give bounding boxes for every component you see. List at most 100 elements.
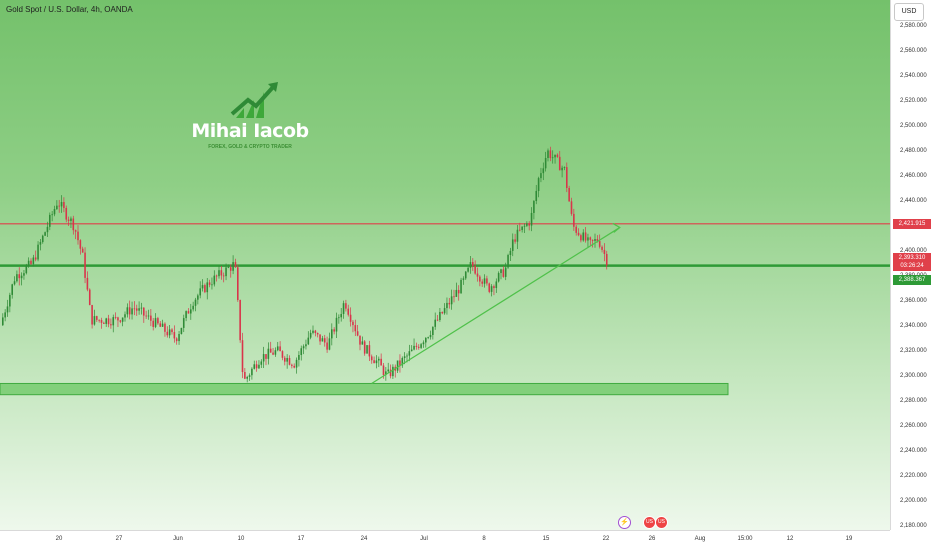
candle-body bbox=[227, 267, 230, 269]
candle-body bbox=[368, 345, 371, 357]
candle-body bbox=[323, 338, 326, 343]
candle-body bbox=[164, 323, 166, 332]
candle-body bbox=[342, 303, 345, 314]
candle-body bbox=[13, 281, 16, 285]
price-tick-label: 2,280.000 bbox=[900, 397, 927, 404]
candle-body bbox=[319, 334, 321, 342]
candle-body bbox=[39, 242, 42, 245]
candle-body bbox=[107, 318, 110, 325]
price-tick-label: 2,540.000 bbox=[900, 73, 927, 80]
candle-body bbox=[37, 244, 39, 260]
candle-body bbox=[168, 329, 171, 336]
candle-body bbox=[88, 289, 91, 306]
candle-body bbox=[509, 250, 512, 255]
candle-body bbox=[213, 275, 216, 285]
candle-body bbox=[413, 345, 415, 350]
candle-body bbox=[175, 338, 178, 342]
resistance-price-tag: 2,421.915 bbox=[893, 218, 931, 229]
candle-body bbox=[206, 282, 209, 293]
candle-body bbox=[16, 274, 18, 282]
candle-body bbox=[314, 330, 317, 333]
price-tick-label: 2,560.000 bbox=[900, 48, 927, 55]
candle-body bbox=[514, 239, 516, 242]
candle-body bbox=[537, 178, 540, 191]
candle-body bbox=[448, 302, 451, 305]
us-flag-event-icon[interactable]: US bbox=[655, 516, 668, 529]
currency-button[interactable]: USD bbox=[894, 3, 924, 21]
candle-body bbox=[49, 214, 51, 227]
candle-body bbox=[103, 322, 105, 324]
candle-body bbox=[131, 308, 133, 315]
watermark-logo: Mihai Iacob FOREX, GOLD & CRYPTO TRADER bbox=[190, 80, 320, 160]
candle-body bbox=[359, 335, 361, 345]
price-tick-label: 2,500.000 bbox=[900, 123, 927, 130]
candle-body bbox=[51, 214, 53, 216]
candle-body bbox=[594, 239, 596, 241]
bar-chart-arrow-icon bbox=[230, 82, 278, 118]
candle-body bbox=[507, 254, 509, 268]
candle-body bbox=[598, 241, 601, 247]
candle-body bbox=[201, 285, 204, 289]
candle-body bbox=[349, 314, 352, 322]
candle-body bbox=[300, 348, 303, 355]
price-tick-label: 2,480.000 bbox=[900, 148, 927, 155]
candle-body bbox=[366, 345, 368, 354]
candle-body bbox=[281, 351, 284, 358]
candle-body bbox=[352, 321, 354, 326]
candle-body bbox=[316, 332, 319, 335]
price-tick-label: 2,520.000 bbox=[900, 98, 927, 105]
time-tick-label: Jun bbox=[173, 536, 183, 542]
price-tick-label: 2,180.000 bbox=[900, 522, 927, 529]
candle-body bbox=[462, 278, 465, 280]
candle-body bbox=[241, 340, 244, 373]
candle-body bbox=[239, 299, 241, 341]
candle-body bbox=[387, 369, 389, 372]
candle-body bbox=[128, 307, 131, 315]
time-tick-label: 10 bbox=[237, 536, 245, 542]
time-scale[interactable] bbox=[0, 530, 890, 551]
candle-body bbox=[272, 352, 274, 355]
candle-body bbox=[375, 360, 378, 364]
candle-body bbox=[345, 303, 347, 309]
candle-body bbox=[326, 342, 328, 350]
candle-body bbox=[93, 316, 96, 325]
price-tick-label: 2,400.000 bbox=[900, 248, 927, 255]
candle-body bbox=[566, 167, 568, 189]
candle-body bbox=[53, 209, 56, 215]
scale-corner bbox=[890, 530, 932, 550]
candle-body bbox=[135, 308, 138, 311]
candle-body bbox=[453, 296, 455, 298]
candle-body bbox=[154, 318, 157, 327]
candle-body bbox=[190, 309, 192, 314]
candle-body bbox=[472, 262, 474, 266]
lightning-event-icon[interactable]: ⚡ bbox=[618, 516, 631, 529]
candle-body bbox=[530, 212, 533, 226]
candle-body bbox=[265, 354, 267, 359]
candle-body bbox=[121, 317, 124, 322]
candle-body bbox=[286, 358, 288, 362]
support-price-tag: 2,388.367 bbox=[893, 274, 931, 285]
price-tick-label: 2,440.000 bbox=[900, 198, 927, 205]
candle-body bbox=[34, 257, 37, 260]
candle-body bbox=[443, 308, 446, 314]
candle-body bbox=[436, 319, 439, 321]
candle-body bbox=[373, 360, 375, 364]
candle-body bbox=[262, 354, 265, 362]
candle-body bbox=[450, 296, 453, 305]
candle-body bbox=[74, 230, 77, 232]
candle-body bbox=[488, 283, 491, 292]
candle-body bbox=[222, 275, 225, 277]
candle-body bbox=[354, 325, 357, 332]
candle-body bbox=[65, 207, 68, 220]
candle-body bbox=[401, 357, 404, 366]
candle-body bbox=[20, 275, 23, 279]
candle-body bbox=[511, 239, 514, 251]
candle-body bbox=[425, 337, 427, 343]
candle-body bbox=[23, 273, 25, 276]
candle-body bbox=[86, 277, 89, 290]
candle-body bbox=[161, 323, 164, 327]
candle-body bbox=[18, 274, 21, 279]
candle-body bbox=[340, 313, 342, 318]
candle-body bbox=[192, 305, 194, 310]
